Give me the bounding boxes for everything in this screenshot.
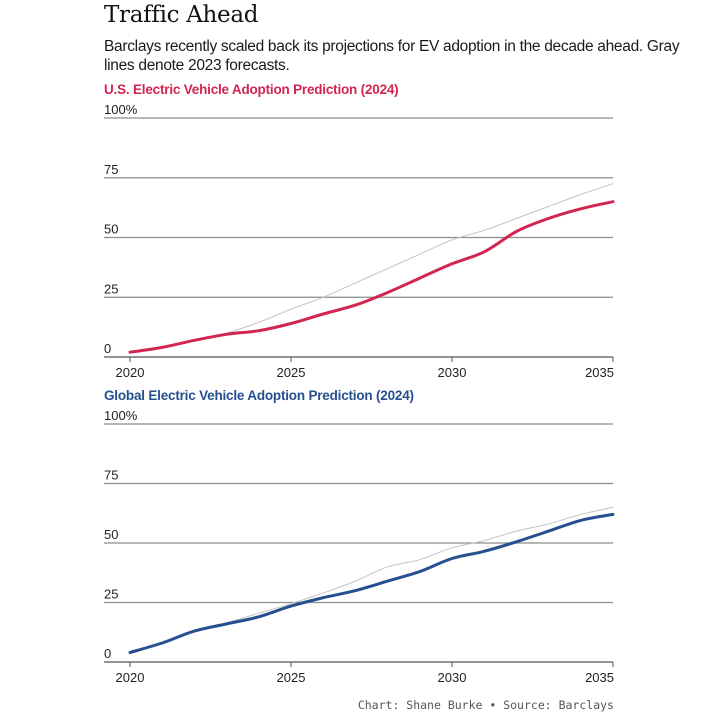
us-adoption-chart: 0 25 50 75 100% 2020 2025 2030 2035 xyxy=(104,102,615,380)
global-y-tick-label: 25 xyxy=(104,587,118,602)
us-forecast-2023-line xyxy=(129,183,614,353)
global-y-tick-label: 75 xyxy=(104,468,118,483)
global-y-tick-label: 100% xyxy=(104,408,138,423)
global-x-tick-label: 2035 xyxy=(585,670,614,685)
global-adoption-chart: 0 25 50 75 100% 2020 2025 2030 2035 xyxy=(104,408,615,685)
us-prediction-2024-line xyxy=(128,200,615,354)
us-y-tick-label: 0 xyxy=(104,341,111,356)
us-y-tick-label: 100% xyxy=(104,102,138,117)
us-x-tick-label: 2020 xyxy=(116,365,145,380)
us-y-tick-label: 25 xyxy=(104,281,118,296)
global-chart-title: Global Electric Vehicle Adoption Predict… xyxy=(104,388,414,403)
global-x-tick-label: 2020 xyxy=(116,670,145,685)
chart-credit: Chart: Shane Burke • Source: Barclays xyxy=(357,698,614,712)
us-x-tick-label: 2030 xyxy=(438,365,467,380)
global-x-tick-label: 2030 xyxy=(438,670,467,685)
global-x-tick-label: 2025 xyxy=(277,670,306,685)
us-x-tick-label: 2035 xyxy=(585,365,614,380)
us-chart-title: U.S. Electric Vehicle Adoption Predictio… xyxy=(104,82,399,97)
us-y-tick-label: 75 xyxy=(104,162,118,177)
us-y-tick-label: 50 xyxy=(104,222,118,237)
page-title: Traffic Ahead xyxy=(104,2,259,28)
page-subtitle: Barclays recently scaled back its projec… xyxy=(104,38,680,74)
global-forecast-2023-line xyxy=(129,506,614,653)
global-y-tick-label: 50 xyxy=(104,527,118,542)
us-x-tick-label: 2025 xyxy=(277,365,306,380)
global-y-tick-label: 0 xyxy=(104,646,111,661)
global-prediction-2024-line xyxy=(128,512,615,654)
